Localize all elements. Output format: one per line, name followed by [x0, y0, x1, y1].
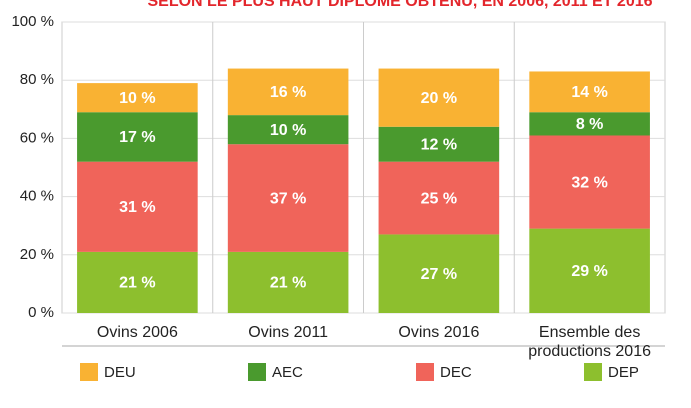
bar-segment: [378, 126, 500, 162]
y-tick-label: 60 %: [20, 129, 54, 146]
y-tick-label: 20 %: [20, 246, 54, 263]
x-tick-label: Ovins 2011: [248, 324, 328, 341]
value-label: 8 %: [576, 116, 604, 133]
chart-title: SELON LE PLUS HAUT DIPLÔME OBTENU, EN 20…: [147, 0, 652, 10]
value-label: 12 %: [421, 136, 457, 153]
value-label: 21 %: [119, 275, 155, 292]
x-tick-label: Ovins 2006: [96, 324, 178, 341]
bar-segment: [77, 161, 198, 252]
bar-segment: [227, 144, 349, 252]
value-label: 20 %: [421, 90, 457, 107]
bar-segment: [227, 68, 349, 116]
y-tick-label: 40 %: [20, 188, 54, 205]
value-label: 21 %: [270, 275, 306, 292]
value-label: 14 %: [571, 84, 607, 101]
value-label: 10 %: [119, 90, 155, 107]
bar-segment: [77, 251, 198, 313]
bar-segment: [378, 161, 500, 235]
value-label: 29 %: [571, 263, 607, 280]
legend-label: AEC: [272, 364, 303, 381]
value-label: 32 %: [571, 174, 607, 191]
legend-swatch: [584, 363, 602, 381]
bar-segment: [529, 135, 650, 229]
x-tick-label: Ovins 2016: [398, 324, 480, 341]
value-label: 10 %: [270, 122, 306, 139]
legend-swatch: [416, 363, 434, 381]
y-tick-label: 0 %: [28, 304, 54, 321]
value-label: 27 %: [421, 266, 457, 283]
value-label: 25 %: [421, 190, 457, 207]
bar-segment: [77, 112, 198, 162]
bar-segment: [378, 234, 500, 313]
legend-swatch: [248, 363, 266, 381]
legend-swatch: [80, 363, 98, 381]
value-label: 17 %: [119, 129, 155, 146]
bar-segment: [529, 71, 650, 113]
bar-segment: [227, 251, 349, 313]
y-tick-label: 100 %: [11, 13, 54, 30]
bar-segment: [529, 112, 650, 136]
bar-segment: [77, 83, 198, 113]
bar-segment: [227, 115, 349, 145]
bar-segment: [529, 228, 650, 313]
legend-label: DEP: [608, 364, 639, 381]
y-tick-label: 80 %: [20, 71, 54, 88]
value-label: 16 %: [270, 84, 306, 101]
value-label: 31 %: [119, 199, 155, 216]
x-tick-label: Ensemble des productions 2016: [528, 324, 651, 360]
legend-label: DEU: [104, 364, 136, 381]
legend-label: DEC: [440, 364, 472, 381]
bar-segment: [378, 68, 500, 127]
value-label: 37 %: [270, 190, 306, 207]
